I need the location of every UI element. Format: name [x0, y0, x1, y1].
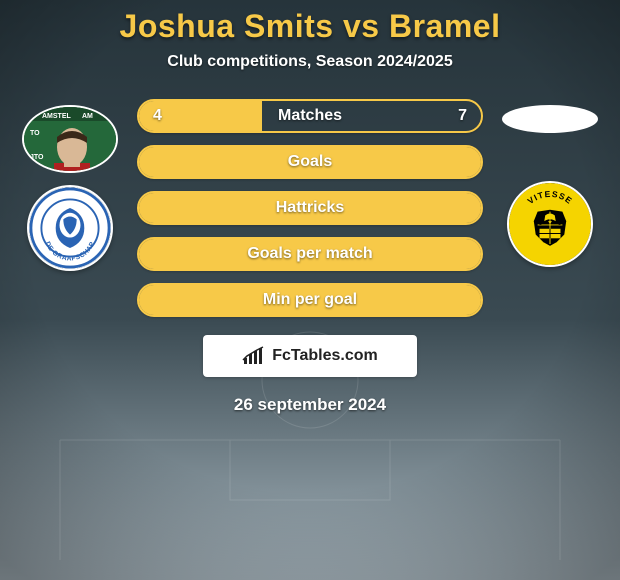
page-title: Joshua Smits vs Bramel — [0, 8, 620, 45]
svg-text:AMSTEL: AMSTEL — [42, 113, 72, 120]
stat-label: Hattricks — [276, 199, 344, 217]
stat-label: Min per goal — [263, 291, 357, 309]
svg-text:TO: TO — [30, 130, 40, 137]
stat-label: Goals — [288, 153, 332, 171]
left-player-photo: AMSTEL AM TO JTO — [22, 105, 118, 173]
watermark-text: FcTables.com — [272, 347, 378, 365]
stat-label: Goals per match — [247, 245, 372, 263]
svg-text:AM: AM — [82, 113, 93, 120]
stat-bar-hattricks: Hattricks — [137, 191, 483, 225]
stat-left-value: 4 — [153, 107, 162, 125]
stat-bar-goals-per-match: Goals per match — [137, 237, 483, 271]
watermark: FcTables.com — [203, 335, 417, 377]
comparison-row: AMSTEL AM TO JTO — [0, 99, 620, 317]
date: 26 september 2024 — [0, 395, 620, 415]
stat-right-value: 7 — [458, 107, 467, 125]
stat-bar-matches: 4 Matches 7 — [137, 99, 483, 133]
right-club-badge: VITESSE — [507, 181, 593, 267]
stat-bar-goals: Goals — [137, 145, 483, 179]
stat-label: Matches — [278, 107, 342, 125]
stat-bar-min-per-goal: Min per goal — [137, 283, 483, 317]
left-club-badge: DE GRAAFSCHAP — [27, 185, 113, 271]
subtitle: Club competitions, Season 2024/2025 — [0, 53, 620, 71]
chart-icon — [242, 346, 266, 366]
right-player-photo-placeholder — [502, 105, 598, 133]
left-player-column: AMSTEL AM TO JTO — [15, 99, 125, 271]
svg-text:JTO: JTO — [30, 154, 44, 161]
right-player-column: VITESSE — [495, 99, 605, 267]
stats-column: 4 Matches 7 Goals Hattricks Goals per ma… — [137, 99, 483, 317]
